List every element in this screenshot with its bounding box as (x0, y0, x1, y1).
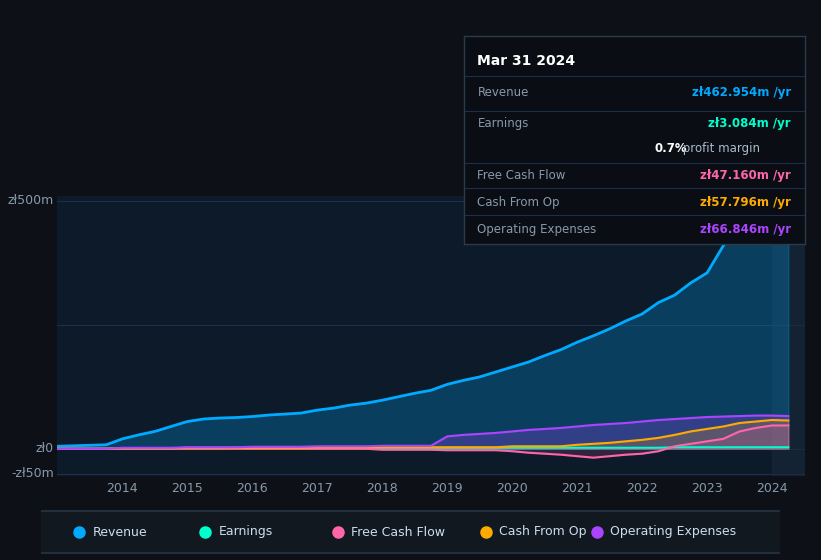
Text: zł57.796m /yr: zł57.796m /yr (700, 195, 791, 209)
Text: zł47.160m /yr: zł47.160m /yr (700, 169, 791, 182)
Text: zł0: zł0 (35, 442, 53, 455)
Text: zł462.954m /yr: zł462.954m /yr (692, 86, 791, 99)
Text: Earnings: Earnings (478, 117, 529, 130)
Text: 0.7%: 0.7% (654, 142, 687, 155)
Text: zł66.846m /yr: zł66.846m /yr (699, 222, 791, 236)
Text: Cash From Op: Cash From Op (499, 525, 587, 539)
Text: zł3.084m /yr: zł3.084m /yr (709, 117, 791, 130)
FancyBboxPatch shape (34, 511, 787, 553)
Text: Cash From Op: Cash From Op (478, 195, 560, 209)
Text: Operating Expenses: Operating Expenses (478, 222, 597, 236)
Text: Revenue: Revenue (93, 525, 148, 539)
Text: Free Cash Flow: Free Cash Flow (351, 525, 445, 539)
Text: Revenue: Revenue (478, 86, 529, 99)
Text: zł500m: zł500m (7, 194, 53, 207)
Text: Free Cash Flow: Free Cash Flow (478, 169, 566, 182)
Bar (772, 196, 805, 476)
Text: -zł50m: -zł50m (11, 467, 53, 480)
Text: Mar 31 2024: Mar 31 2024 (478, 54, 576, 68)
Text: Operating Expenses: Operating Expenses (610, 525, 736, 539)
Text: profit margin: profit margin (678, 142, 759, 155)
Text: Earnings: Earnings (218, 525, 273, 539)
